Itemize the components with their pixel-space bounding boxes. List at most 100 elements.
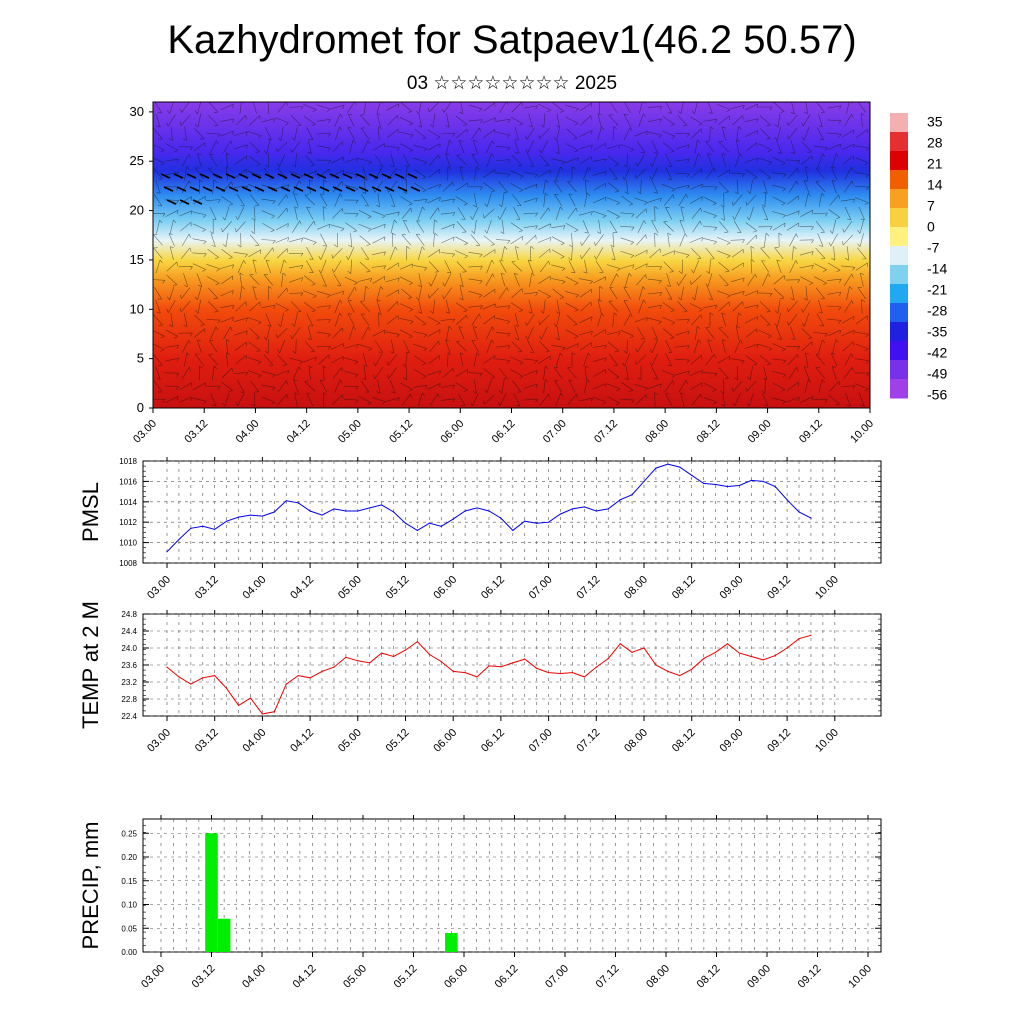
colorbar-swatch bbox=[890, 379, 908, 399]
temp-point bbox=[452, 670, 454, 672]
pmsl-point bbox=[345, 510, 347, 512]
colorbar-tick-label: 21 bbox=[927, 155, 943, 171]
x-tick-label: 04.12 bbox=[288, 727, 316, 755]
temp-point bbox=[679, 675, 681, 677]
colorbar-tick-label: -49 bbox=[927, 365, 947, 381]
pmsl-point bbox=[726, 485, 729, 488]
temp-point bbox=[643, 647, 645, 649]
x-tick-label: 08.00 bbox=[622, 574, 650, 602]
section-x-tick-label: 06.12 bbox=[490, 418, 518, 446]
colorbar: 35 28 21 14 7 0 -7 -14 -21 -28 -35 -42 -49 -56 bbox=[890, 113, 947, 402]
panel-frame bbox=[142, 613, 882, 717]
x-tick-label: 07.12 bbox=[594, 963, 622, 991]
pmsl-point bbox=[166, 551, 168, 553]
section-x-tick-label: 08.00 bbox=[643, 418, 671, 446]
y-tick-label: 24.4 bbox=[121, 627, 137, 636]
x-tick-label: 10.00 bbox=[813, 574, 841, 602]
y-tick-label: 0.05 bbox=[121, 924, 137, 933]
pmsl-point bbox=[774, 485, 776, 488]
temp-point bbox=[190, 683, 192, 685]
pmsl-point bbox=[285, 500, 287, 502]
x-tick-label: 07.00 bbox=[543, 963, 571, 991]
section-x-tick-label: 03.12 bbox=[182, 418, 210, 446]
temp-point bbox=[595, 666, 597, 668]
x-tick-label: 06.00 bbox=[431, 727, 459, 755]
colorbar-swatch bbox=[890, 284, 908, 304]
x-tick-label: 04.00 bbox=[241, 727, 269, 755]
temp-point bbox=[178, 676, 180, 678]
section-y-tick-label: 10 bbox=[130, 301, 144, 316]
temp-point bbox=[738, 652, 741, 654]
colorbar-tick-label: 0 bbox=[927, 218, 935, 234]
precip-bar bbox=[217, 918, 231, 952]
temp-point bbox=[285, 683, 287, 685]
temp-point bbox=[440, 661, 442, 663]
y-tick-label: 1008 bbox=[119, 559, 137, 568]
section-x-tick-label: 09.00 bbox=[746, 418, 774, 446]
pmsl-point bbox=[202, 525, 204, 527]
pmsl-point bbox=[452, 518, 454, 520]
pmsl-point bbox=[214, 528, 216, 530]
temp-point bbox=[571, 672, 574, 674]
pmsl-point bbox=[428, 522, 430, 524]
temp-point bbox=[810, 634, 812, 636]
y-tick-label: 23.2 bbox=[121, 678, 137, 687]
pmsl-point bbox=[273, 511, 275, 513]
section-y-tick-label: 20 bbox=[130, 203, 144, 218]
x-tick-label: 05.00 bbox=[341, 963, 369, 991]
colorbar-tick-label: 28 bbox=[927, 134, 943, 150]
section-y-tick-label: 0 bbox=[137, 400, 144, 415]
colorbar-swatch bbox=[890, 341, 908, 361]
pmsl-point bbox=[476, 507, 478, 509]
temp-point bbox=[464, 672, 466, 674]
colorbar-tick-label: -28 bbox=[927, 302, 947, 318]
pmsl-point bbox=[798, 511, 800, 513]
temp-point bbox=[273, 711, 275, 713]
x-tick-label: 06.12 bbox=[479, 574, 507, 602]
temp-point bbox=[691, 668, 693, 670]
y-tick-label: 1012 bbox=[119, 518, 137, 527]
pmsl-point bbox=[226, 520, 228, 522]
x-tick-label: 08.12 bbox=[670, 727, 698, 755]
x-tick-label: 05.12 bbox=[384, 574, 412, 602]
temp-point bbox=[392, 655, 395, 658]
colorbar-tick-label: 7 bbox=[927, 197, 935, 213]
pmsl-point bbox=[559, 513, 562, 515]
colorbar-swatch bbox=[890, 170, 908, 190]
temp-point bbox=[524, 658, 526, 660]
pmsl-point bbox=[631, 494, 633, 496]
pmsl-point bbox=[524, 520, 526, 522]
temp-point bbox=[667, 670, 669, 672]
pmsl-point bbox=[691, 474, 693, 476]
temp-panel: 22.4 22.8 23.2 23.6 24.0 24.4 24.8 03.00 03.12 04… bbox=[78, 601, 882, 755]
section-y-tick-label: 15 bbox=[130, 252, 144, 267]
colorbar-tick-label: 35 bbox=[927, 113, 943, 129]
x-tick-label: 10.00 bbox=[813, 727, 841, 755]
x-tick-label: 07.12 bbox=[574, 727, 602, 755]
precip-bar bbox=[205, 833, 218, 952]
pmsl-point bbox=[714, 483, 717, 486]
pmsl-point bbox=[738, 484, 741, 487]
panel-frame bbox=[142, 818, 882, 953]
temp-point bbox=[714, 651, 717, 653]
pmsl-point bbox=[571, 508, 574, 510]
x-tick-label: 08.00 bbox=[622, 727, 650, 755]
pmsl-point bbox=[392, 511, 395, 513]
pmsl-point bbox=[703, 482, 705, 485]
colorbar-swatch bbox=[890, 246, 908, 266]
pmsl-point bbox=[536, 522, 538, 524]
pmsl-point bbox=[786, 499, 788, 501]
colorbar-swatch bbox=[890, 132, 908, 152]
pmsl-point bbox=[333, 508, 335, 510]
x-tick-label: 06.12 bbox=[479, 727, 507, 755]
pmsl-point bbox=[416, 529, 419, 531]
x-tick-label: 09.12 bbox=[796, 963, 824, 991]
y-tick-label: 0.20 bbox=[121, 853, 137, 862]
y-axis-label: TEMP at 2 M bbox=[78, 601, 103, 729]
section-x-tick-label: 05.00 bbox=[336, 418, 364, 446]
pmsl-point bbox=[297, 502, 299, 504]
colorbar-swatch bbox=[890, 265, 908, 285]
temp-point bbox=[512, 662, 514, 664]
x-tick-label: 05.12 bbox=[392, 963, 420, 991]
pmsl-point bbox=[190, 527, 192, 529]
